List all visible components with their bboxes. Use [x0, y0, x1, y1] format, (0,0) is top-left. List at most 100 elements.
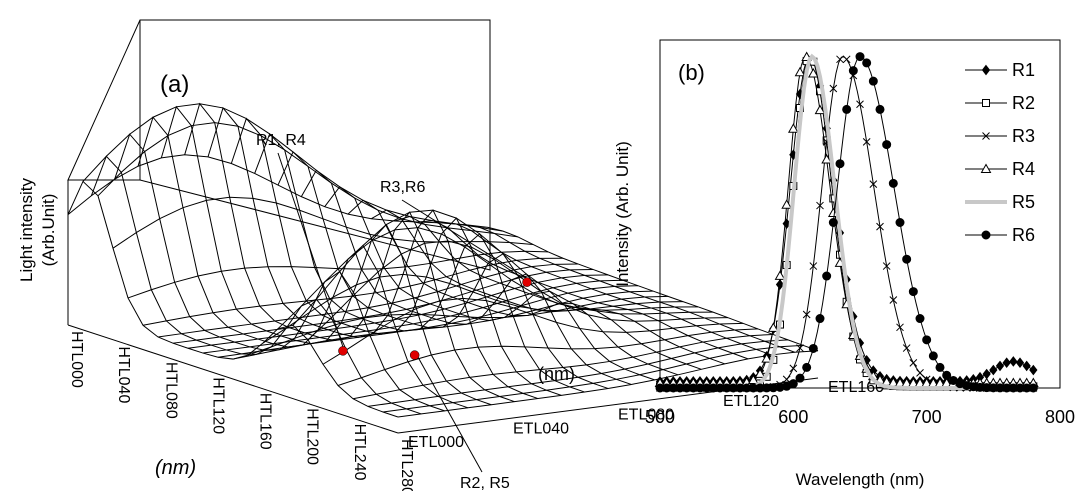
data-point-R3 — [909, 359, 918, 367]
data-point-R3 — [782, 375, 791, 384]
surface-grid-line-htl — [112, 196, 534, 249]
data-point-R4 — [781, 199, 793, 209]
data-point-R6 — [915, 314, 925, 324]
htl-axis-unit-label: (nm) — [155, 457, 196, 479]
data-point-R3 — [896, 323, 904, 332]
data-point-R6 — [1028, 383, 1038, 393]
surface-grid-line-etl — [114, 133, 445, 412]
etl-tick-label: ETL000 — [408, 434, 464, 451]
panel-a-annotations: R1, R4 R3,R6 R2, R5 — [256, 132, 532, 491]
data-point-R6 — [802, 362, 812, 372]
legend-marker-R2 — [982, 99, 990, 107]
legend-label-R2: R2 — [1012, 93, 1035, 113]
legend-label-R1: R1 — [1012, 60, 1035, 80]
htl-tick-label: HTL200 — [304, 408, 321, 465]
x-tick-label: 800 — [1045, 407, 1075, 427]
measurement-point-marker — [338, 346, 348, 356]
surface-grid-line-etl — [67, 180, 399, 418]
data-point-R6 — [822, 271, 832, 281]
htl-axis-line — [67, 324, 399, 434]
data-point-R4 — [821, 153, 833, 164]
data-point-R6 — [882, 140, 892, 150]
annotation-arrow — [414, 350, 483, 473]
surface-grid-line-htl — [307, 240, 729, 341]
data-point-R6 — [908, 287, 918, 297]
surface-grid-line-etl — [487, 226, 819, 352]
data-point-R6 — [842, 104, 852, 114]
series-R1 — [655, 54, 1038, 387]
data-point-R6 — [795, 373, 805, 383]
data-point-R6 — [788, 379, 798, 389]
legend-marker-R6 — [981, 230, 991, 240]
data-point-R3 — [902, 344, 911, 352]
legend-marker-R3 — [982, 132, 990, 140]
y-axis-label: Intensity (Arb. Unit) — [613, 141, 632, 287]
data-point-R4 — [754, 368, 766, 378]
panel-b-spectrum-chart: 500 600 700 800 R1 R2 R3 R4 R5 R6 (b) Wavelength… — [613, 39, 1075, 489]
legend-label-R4: R4 — [1012, 159, 1035, 179]
data-point-R4 — [787, 123, 799, 133]
surface-grid-line-etl — [160, 105, 492, 406]
data-point-R3 — [816, 201, 824, 210]
htl-tick-label: HTL120 — [209, 377, 226, 434]
data-point-R6 — [862, 58, 872, 68]
surface-grid-line-etl — [90, 155, 422, 415]
legend-label-R5: R5 — [1012, 192, 1035, 212]
data-point-R3 — [789, 364, 798, 373]
data-point-R6 — [935, 362, 945, 372]
x-tick-label: 700 — [912, 407, 942, 427]
data-point-R1 — [1015, 357, 1025, 369]
surface-grid-line-etl — [417, 220, 749, 360]
data-point-R3 — [829, 84, 838, 93]
data-point-R4 — [814, 104, 826, 115]
z-axis-label-line2: (Arb.Unit) — [39, 194, 58, 267]
surface-grid-line-etl — [371, 209, 702, 370]
z-axis-label-line1: Light intensity — [17, 178, 36, 282]
surface-grid-line-etl — [277, 151, 609, 389]
data-point-R1 — [1029, 364, 1038, 376]
surface-grid-line-etl — [464, 224, 795, 353]
data-point-R6 — [815, 314, 825, 324]
surface-grid-line-etl — [394, 215, 725, 365]
data-point-R1 — [775, 279, 785, 290]
data-point-R6 — [928, 351, 938, 361]
data-point-R6 — [808, 343, 818, 353]
etl-tick-label: ETL120 — [723, 393, 779, 410]
data-point-R6 — [942, 370, 952, 380]
data-point-R3 — [856, 100, 864, 109]
etl-tick-label: ETL040 — [513, 420, 569, 437]
data-point-R1 — [982, 368, 991, 380]
surface-grid-line-etl — [254, 133, 585, 393]
x-tick-label: 600 — [778, 407, 808, 427]
data-point-R3 — [842, 55, 851, 64]
annotation-arrow — [277, 152, 344, 348]
data-point-R1 — [989, 364, 998, 376]
measurement-point-marker — [522, 277, 532, 287]
data-point-R6 — [868, 76, 878, 86]
data-point-R4 — [767, 322, 779, 332]
data-point-R3 — [882, 262, 891, 270]
data-point-R1 — [1009, 356, 1018, 367]
etl-tick-label: ETL080 — [618, 407, 674, 424]
data-point-R4 — [761, 353, 773, 363]
legend-label-R6: R6 — [1012, 225, 1035, 245]
surface-mesh — [67, 102, 819, 418]
panel-a-back-wall — [67, 19, 491, 271]
data-point-R6 — [875, 104, 885, 114]
data-point-R6 — [888, 178, 898, 188]
surface-grid-line-etl — [324, 186, 655, 381]
x-tick-label: 500 — [645, 407, 675, 427]
series-R6 — [655, 52, 1038, 393]
measurement-point-marker — [409, 350, 420, 360]
data-point-R4 — [807, 67, 819, 78]
data-point-R1 — [1002, 357, 1011, 369]
htl-tick-label: HTL040 — [115, 346, 132, 403]
data-point-R3 — [869, 180, 878, 188]
htl-tick-label: HTL280 — [398, 439, 415, 491]
legend: R1 R2 R3 R4 R5 R6 — [965, 60, 1035, 245]
surface-grid-line-etl — [347, 199, 679, 376]
surface-grid-line-htl — [157, 263, 579, 338]
htl-tick-label: HTL080 — [162, 362, 179, 419]
data-point-R6 — [922, 335, 932, 345]
